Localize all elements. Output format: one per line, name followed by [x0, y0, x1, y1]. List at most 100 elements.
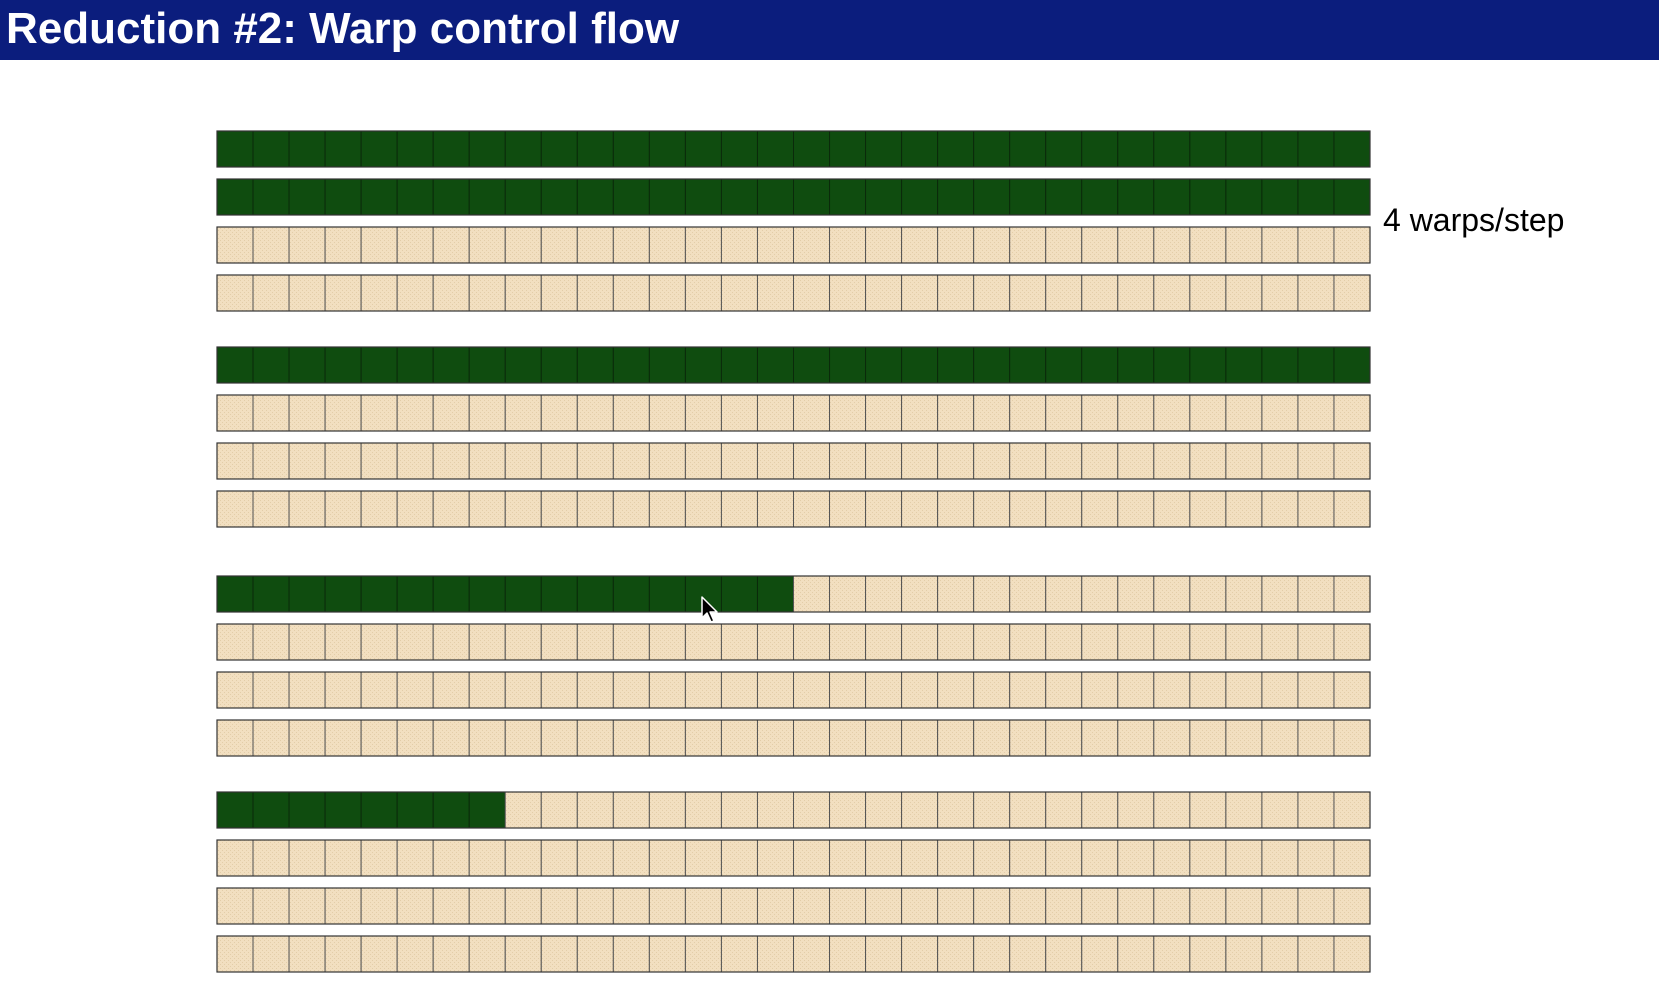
inactive-thread-cell: [829, 839, 867, 877]
active-thread-cell: [1045, 346, 1083, 384]
inactive-thread-cell: [504, 671, 542, 709]
warp-row: [216, 623, 1371, 661]
inactive-thread-cell: [252, 274, 290, 312]
active-thread-cell: [901, 178, 939, 216]
active-thread-cell: [396, 178, 434, 216]
inactive-thread-cell: [540, 671, 578, 709]
inactive-thread-cell: [793, 887, 831, 925]
active-thread-cell: [1081, 178, 1119, 216]
active-thread-cell: [648, 346, 686, 384]
inactive-thread-cell: [1045, 394, 1083, 432]
inactive-thread-cell: [1297, 394, 1335, 432]
active-thread-cell: [216, 346, 254, 384]
inactive-thread-cell: [1261, 623, 1299, 661]
inactive-thread-cell: [973, 623, 1011, 661]
inactive-thread-cell: [1153, 394, 1191, 432]
inactive-thread-cell: [288, 394, 326, 432]
active-thread-cell: [1297, 178, 1335, 216]
active-thread-cell: [937, 178, 975, 216]
inactive-thread-cell: [793, 935, 831, 973]
inactive-thread-cell: [1225, 719, 1263, 757]
active-thread-cell: [937, 130, 975, 168]
active-thread-cell: [973, 346, 1011, 384]
warp-row: [216, 442, 1371, 480]
active-thread-cell: [973, 178, 1011, 216]
inactive-thread-cell: [829, 719, 867, 757]
inactive-thread-cell: [720, 490, 758, 528]
inactive-thread-cell: [756, 887, 794, 925]
inactive-thread-cell: [937, 671, 975, 709]
active-thread-cell: [216, 130, 254, 168]
active-thread-cell: [468, 791, 506, 829]
active-thread-cell: [865, 178, 903, 216]
inactive-thread-cell: [648, 791, 686, 829]
inactive-thread-cell: [252, 442, 290, 480]
inactive-thread-cell: [684, 839, 722, 877]
step-4: [216, 791, 1371, 973]
inactive-thread-cell: [937, 442, 975, 480]
inactive-thread-cell: [1045, 935, 1083, 973]
inactive-thread-cell: [1297, 226, 1335, 264]
inactive-thread-cell: [252, 226, 290, 264]
active-thread-cell: [684, 346, 722, 384]
inactive-thread-cell: [1189, 791, 1227, 829]
warp-row-border: [216, 130, 1371, 168]
inactive-thread-cell: [468, 226, 506, 264]
inactive-thread-cell: [576, 394, 614, 432]
inactive-thread-cell: [1009, 226, 1047, 264]
inactive-thread-cell: [865, 887, 903, 925]
title-bar: Reduction #2: Warp control flow: [0, 0, 1659, 60]
inactive-thread-cell: [756, 274, 794, 312]
warp-row: [216, 274, 1371, 312]
inactive-thread-cell: [576, 671, 614, 709]
inactive-thread-cell: [1045, 719, 1083, 757]
active-thread-cell: [901, 130, 939, 168]
inactive-thread-cell: [216, 719, 254, 757]
inactive-thread-cell: [648, 490, 686, 528]
inactive-thread-cell: [973, 394, 1011, 432]
active-thread-cell: [288, 575, 326, 613]
inactive-thread-cell: [468, 935, 506, 973]
inactive-thread-cell: [324, 671, 362, 709]
inactive-thread-cell: [1081, 274, 1119, 312]
inactive-thread-cell: [937, 791, 975, 829]
active-thread-cell: [756, 346, 794, 384]
inactive-thread-cell: [1333, 791, 1371, 829]
inactive-thread-cell: [1189, 623, 1227, 661]
inactive-thread-cell: [1261, 791, 1299, 829]
inactive-thread-cell: [1009, 274, 1047, 312]
active-thread-cell: [324, 178, 362, 216]
warp-row-border: [216, 226, 1371, 264]
active-thread-cell: [576, 346, 614, 384]
inactive-thread-cell: [1225, 791, 1263, 829]
active-thread-cell: [216, 791, 254, 829]
inactive-thread-cell: [1225, 671, 1263, 709]
inactive-thread-cell: [1261, 490, 1299, 528]
active-thread-cell: [1189, 178, 1227, 216]
active-thread-cell: [360, 791, 398, 829]
inactive-thread-cell: [720, 623, 758, 661]
inactive-thread-cell: [720, 887, 758, 925]
inactive-thread-cell: [865, 671, 903, 709]
warp-row-border: [216, 394, 1371, 432]
inactive-thread-cell: [793, 791, 831, 829]
inactive-thread-cell: [1009, 719, 1047, 757]
warp-row: [216, 575, 1371, 613]
inactive-thread-cell: [396, 490, 434, 528]
inactive-thread-cell: [288, 623, 326, 661]
inactive-thread-cell: [973, 839, 1011, 877]
inactive-thread-cell: [865, 839, 903, 877]
inactive-thread-cell: [720, 791, 758, 829]
inactive-thread-cell: [829, 575, 867, 613]
inactive-thread-cell: [1261, 226, 1299, 264]
warp-row-border: [216, 671, 1371, 709]
inactive-thread-cell: [252, 394, 290, 432]
inactive-thread-cell: [756, 490, 794, 528]
inactive-thread-cell: [1225, 935, 1263, 973]
inactive-thread-cell: [360, 887, 398, 925]
active-thread-cell: [540, 130, 578, 168]
inactive-thread-cell: [865, 791, 903, 829]
warp-row-border: [216, 178, 1371, 216]
inactive-thread-cell: [1261, 442, 1299, 480]
